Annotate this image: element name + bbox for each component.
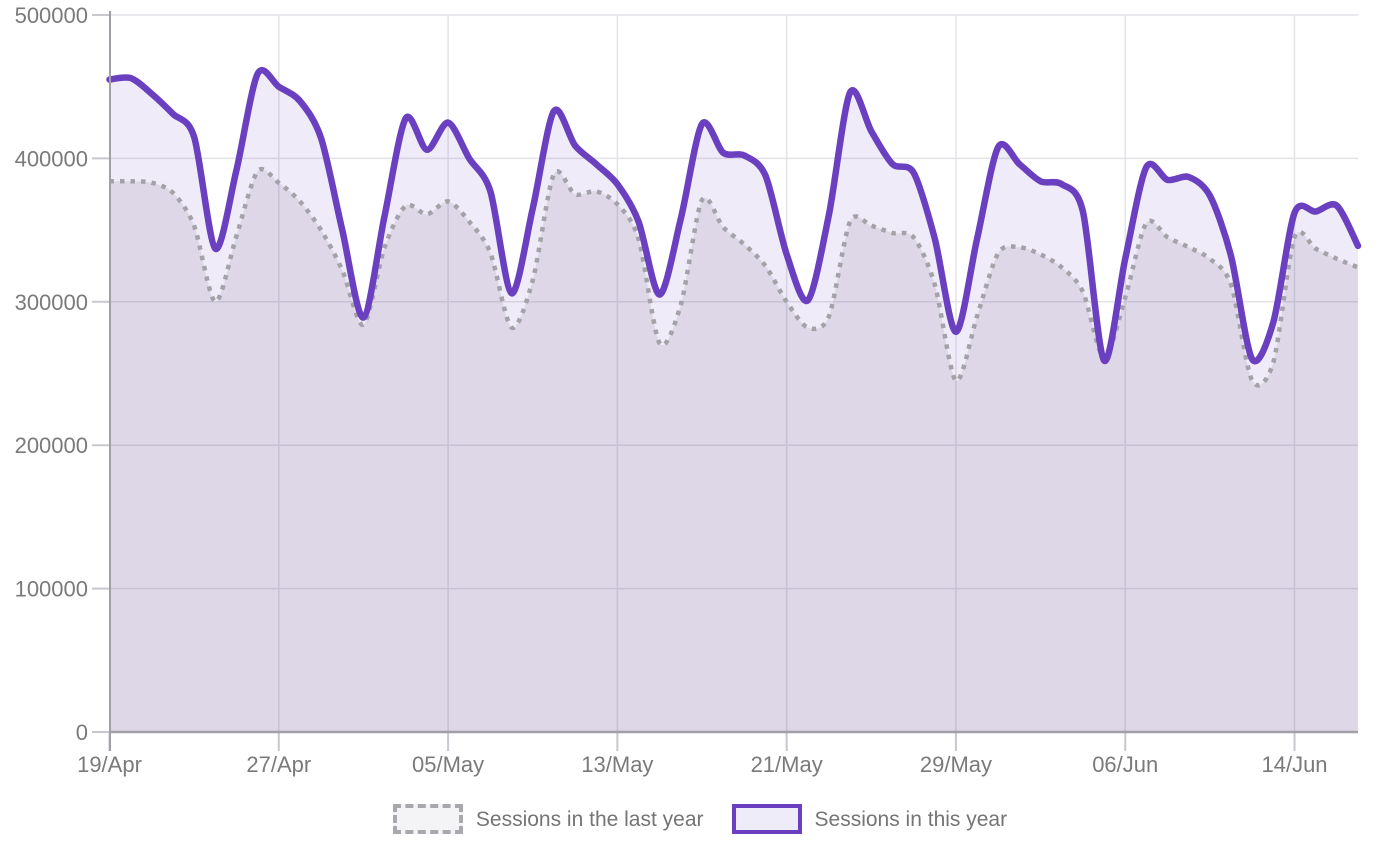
gridlines [110,14,1358,732]
area-sessions-this-year [109,70,1358,732]
y-axis-label: 400000 [15,146,88,171]
sessions-chart: 0 100000 200000 300000 400000 500000 19/Apr 27/… [15,3,1362,777]
x-axis-label: 06/Jun [1092,752,1158,777]
y-axis-label: 100000 [15,577,88,602]
legend-label-last-year: Sessions in the last year [475,807,704,831]
chart-area: 0 100000 200000 300000 400000 500000 19/Apr 27/… [15,3,1362,777]
x-axis-label: 13/May [581,752,653,777]
x-axis-label: 21/May [751,752,823,777]
x-axis-label: 05/May [412,752,484,777]
line-sessions-this-year [106,66,1362,365]
y-axis-label: 500000 [15,3,88,28]
y-axis-label: 0 [76,720,88,745]
legend-swatch-last-year-icon [392,804,463,834]
chart-legend: Sessions in the last year Sessions in th… [0,804,1400,834]
x-axis-label: 19/Apr [77,752,142,777]
y-axis-label: 200000 [15,433,88,458]
y-axis-label: 300000 [15,290,88,315]
legend-item-last-year[interactable]: Sessions in the last year [392,804,704,834]
x-axis-label: 27/Apr [246,752,311,777]
x-axis-label: 14/Jun [1261,752,1327,777]
x-axis-label: 29/May [920,752,992,777]
legend-swatch-this-year-icon [731,804,802,834]
line-sessions-last-year [109,167,1359,388]
area-sessions-last-year [109,169,1358,733]
legend-item-this-year[interactable]: Sessions in this year [731,804,1008,834]
legend-label-this-year: Sessions in this year [814,807,1008,831]
